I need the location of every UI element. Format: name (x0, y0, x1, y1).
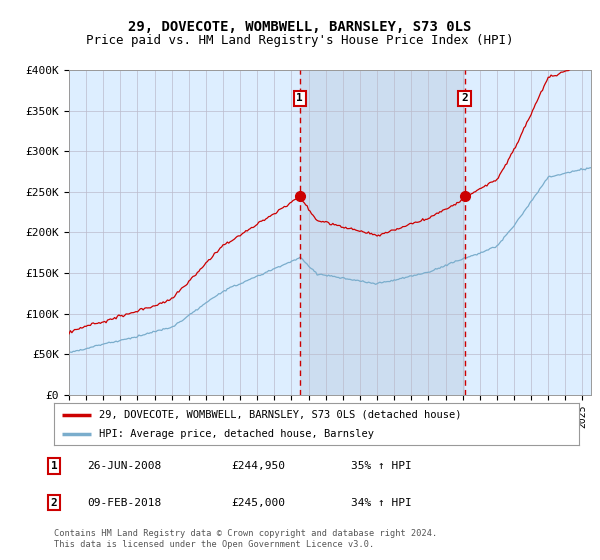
Text: HPI: Average price, detached house, Barnsley: HPI: Average price, detached house, Barn… (98, 429, 374, 439)
Text: 2: 2 (461, 94, 468, 104)
Bar (300, 70, 464, 395)
Text: Price paid vs. HM Land Registry's House Price Index (HPI): Price paid vs. HM Land Registry's House … (86, 34, 514, 46)
Text: Contains HM Land Registry data © Crown copyright and database right 2024.
This d: Contains HM Land Registry data © Crown c… (54, 529, 437, 549)
Text: 1: 1 (296, 94, 303, 104)
Text: 09-FEB-2018: 09-FEB-2018 (87, 498, 161, 507)
Text: 1: 1 (50, 461, 58, 471)
Text: 29, DOVECOTE, WOMBWELL, BARNSLEY, S73 0LS (detached house): 29, DOVECOTE, WOMBWELL, BARNSLEY, S73 0L… (98, 409, 461, 419)
Text: 34% ↑ HPI: 34% ↑ HPI (351, 498, 412, 507)
Text: £244,950: £244,950 (231, 461, 285, 471)
Text: 26-JUN-2008: 26-JUN-2008 (87, 461, 161, 471)
Text: 35% ↑ HPI: 35% ↑ HPI (351, 461, 412, 471)
Text: 29, DOVECOTE, WOMBWELL, BARNSLEY, S73 0LS: 29, DOVECOTE, WOMBWELL, BARNSLEY, S73 0L… (128, 20, 472, 34)
Text: £245,000: £245,000 (231, 498, 285, 507)
Text: 2: 2 (50, 498, 58, 507)
